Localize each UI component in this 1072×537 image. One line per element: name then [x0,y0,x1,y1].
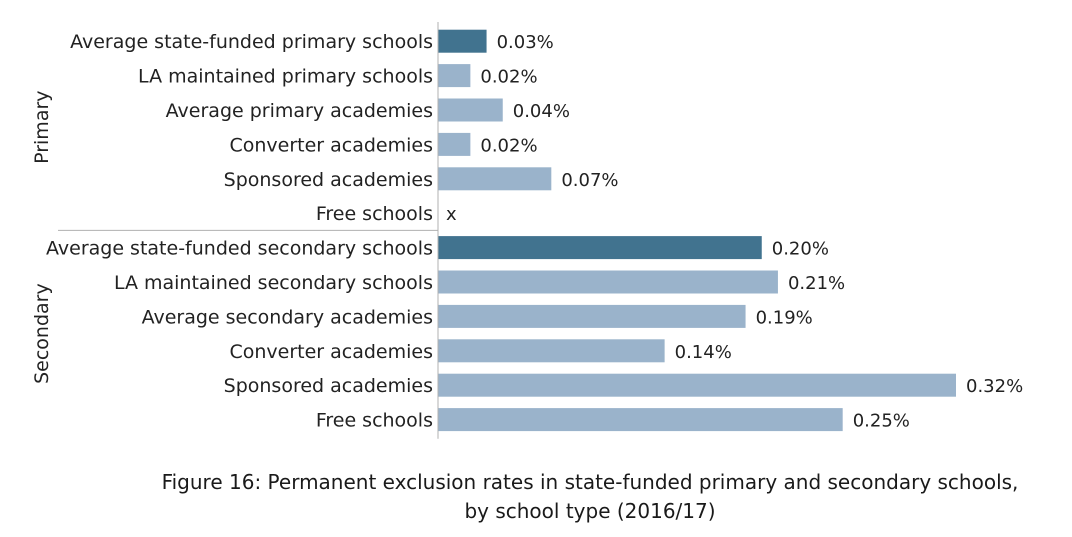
bar [438,339,665,363]
category-label: Average primary academies [166,100,433,122]
bar [438,167,552,191]
figure-caption: Figure 16: Permanent exclusion rates in … [100,468,1072,526]
data-label: 0.02% [480,67,537,88]
bar [438,304,746,328]
bar [438,408,843,432]
data-label: 0.25% [853,411,910,432]
data-label: 0.21% [788,273,845,294]
bar [438,373,956,397]
bar [438,29,487,53]
category-label: Free schools [316,203,433,225]
category-label: Average state-funded secondary schools [46,238,433,260]
category-label: Sponsored academies [224,169,433,191]
data-label: 0.32% [966,376,1023,397]
category-label: Average secondary academies [142,306,433,328]
bar [438,236,762,260]
data-label: 0.03% [497,32,554,53]
category-label: Converter academies [229,341,433,363]
data-label: x [446,204,457,225]
data-label: 0.02% [480,135,537,156]
category-label: LA maintained primary schools [138,66,433,88]
bar [438,270,778,294]
group-label: Secondary [31,283,53,384]
bar [438,98,503,122]
bar [438,132,471,156]
data-label: 0.07% [561,170,618,191]
data-label: 0.19% [756,307,813,328]
bar [438,64,471,88]
group-label: Primary [31,90,53,163]
data-label: 0.20% [772,239,829,260]
data-label: 0.14% [675,342,732,363]
category-label: Average state-funded primary schools [70,31,433,53]
category-label: Converter academies [229,134,433,156]
caption-line-1: Figure 16: Permanent exclusion rates in … [161,470,1019,494]
category-label: LA maintained secondary schools [114,272,433,294]
category-label: Free schools [316,410,433,432]
category-label: Sponsored academies [224,375,433,397]
caption-line-2: by school type (2016/17) [464,499,716,523]
data-label: 0.04% [513,101,570,122]
bar-chart: Average state-funded primary schools 0.03… [31,22,1023,439]
